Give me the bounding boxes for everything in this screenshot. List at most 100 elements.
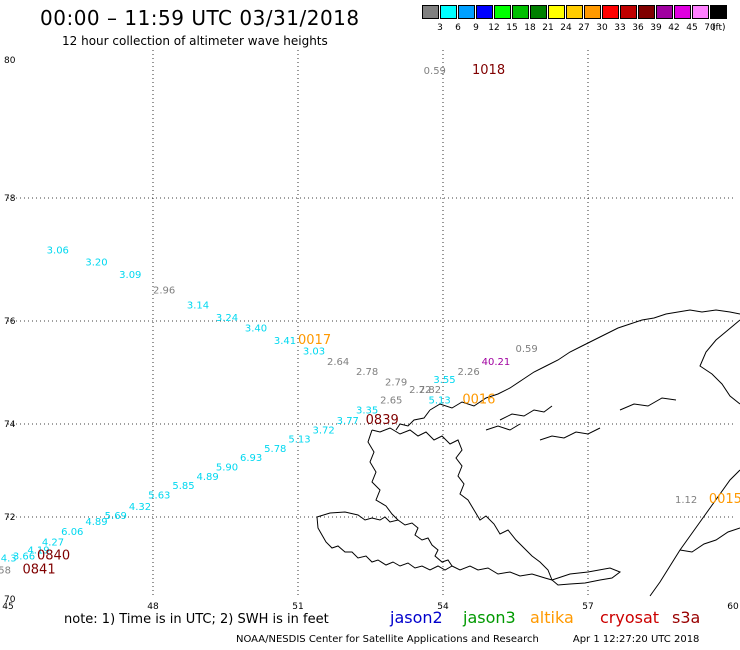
wave-height-label: 3.55 [433, 375, 455, 386]
footer-credit: NOAA/NESDIS Center for Satellite Applica… [236, 634, 699, 645]
scale-swatch [620, 5, 637, 19]
scale-swatch [440, 5, 457, 19]
scale-label: 27 [578, 23, 590, 33]
lon-tick-label: 60 [727, 602, 739, 612]
scale-swatch [566, 5, 583, 19]
wave-height-label: 2.79 [385, 377, 407, 388]
wave-height-label: 2.96 [153, 285, 175, 296]
wave-height-label: 5.78 [264, 444, 286, 455]
lon-tick-label: 51 [292, 602, 303, 612]
wave-height-label: 3.66 [13, 552, 35, 563]
scale-label: 39 [650, 23, 662, 33]
wave-height-label: 2.26 [458, 367, 480, 378]
scale-swatch [494, 5, 511, 19]
wave-height-label: 0.59 [424, 66, 446, 77]
wave-height-label: 4.19 [27, 545, 49, 556]
wave-height-label: 2.82 [419, 385, 441, 396]
map-title: 00:00 – 11:59 UTC 03/31/2018 [40, 6, 360, 30]
wave-height-label: 4.3 [1, 554, 17, 565]
scale-label: 45 [686, 23, 698, 33]
lon-tick-label: 54 [437, 602, 449, 612]
wave-height-label: 6.06 [61, 527, 83, 538]
wave-height-label: 3.35 [356, 406, 378, 417]
wave-height-label: 3.14 [187, 301, 209, 312]
scale-swatch [692, 5, 709, 19]
wave-height-label: 3.72 [313, 425, 335, 436]
wave-height-labels: 0.59 1018 3.06 3.20 3.09 2.96 3.14 3.24 3.40 3.41… [0, 63, 740, 578]
legend-jason3: jason3 [463, 608, 516, 627]
wave-height-color-scale: 3 6 9 12 15 18 21 24 27 30 33 36 39 42 45 70 (ft) [422, 5, 728, 37]
wave-height-label: 3.20 [85, 258, 107, 269]
scale-label: 15 [506, 23, 518, 33]
wave-height-label: 3.41 [274, 336, 296, 347]
scale-swatch [422, 5, 439, 19]
lat-tick-label: 72 [4, 513, 15, 523]
legend-s3a: s3a [672, 608, 701, 627]
scale-label: 33 [614, 23, 626, 33]
pass-time-label: 0839 [366, 413, 399, 428]
legend-cryosat: cryosat [600, 608, 660, 627]
scale-label: 70 [704, 23, 716, 33]
scale-swatch [638, 5, 655, 19]
scale-label: 24 [560, 23, 572, 33]
pass-time-label: 1018 [472, 63, 505, 78]
scale-label: 18 [524, 23, 536, 33]
legend-altika: altika [530, 608, 574, 627]
wave-height-label: 5.69 [105, 511, 127, 522]
wave-height-label: 2.65 [380, 395, 402, 406]
scale-label: 21 [542, 23, 554, 33]
lon-tick-label: 48 [147, 602, 159, 612]
wave-height-label: 2.78 [356, 367, 378, 378]
legend-jason2: jason2 [390, 608, 443, 627]
wave-height-label: 2.64 [327, 357, 349, 368]
wave-height-label: 6.93 [240, 453, 262, 464]
scale-label: 12 [488, 23, 500, 33]
pass-time-label: 0841 [23, 563, 56, 578]
wave-height-label: 3.24 [216, 313, 238, 324]
scale-swatch [476, 5, 493, 19]
wave-height-label: 4.89 [85, 517, 107, 528]
scale-label: 9 [473, 23, 479, 33]
scale-unit: (ft) [712, 23, 726, 33]
wave-height-label: 3.06 [47, 245, 69, 256]
wave-height-label: 3.03 [303, 346, 325, 357]
lat-tick-label: 70 [4, 595, 16, 605]
wave-height-label: 5.13 [429, 395, 451, 406]
coastline [316, 309, 740, 597]
scale-swatch [656, 5, 673, 19]
scale-swatch [458, 5, 475, 19]
scale-swatch [512, 5, 529, 19]
wave-height-label: 4.32 [129, 502, 151, 513]
generated-timestamp: Apr 1 12:27:20 UTC 2018 [572, 634, 700, 645]
credit-text: NOAA/NESDIS Center for Satellite Applica… [236, 634, 539, 645]
lon-tick-label: 57 [582, 602, 593, 612]
wave-height-label: 3.40 [245, 323, 267, 334]
wave-height-label: 4.89 [197, 472, 219, 483]
wave-height-label: 2.72 [409, 385, 431, 396]
scale-label: 42 [668, 23, 680, 33]
wave-height-label: 0.59 [516, 344, 538, 355]
lat-tick-label: 76 [4, 317, 16, 327]
scale-swatch [710, 5, 727, 19]
scale-swatch [548, 5, 565, 19]
wave-height-label: 4.27 [42, 537, 64, 548]
scale-label: 36 [632, 23, 644, 33]
pass-time-label: 0017 [298, 333, 331, 348]
wave-height-label: 5.90 [216, 463, 238, 474]
scale-swatch [674, 5, 691, 19]
scale-swatch [584, 5, 601, 19]
lat-lon-grid: 45 48 51 54 57 60 70 72 74 76 78 80 [2, 50, 739, 612]
wave-height-label: 1.12 [675, 495, 697, 506]
lat-tick-label: 78 [4, 194, 16, 204]
scale-label: 30 [596, 23, 608, 33]
pass-time-label: 0840 [37, 549, 70, 564]
units-note: note: 1) Time is in UTC; 2) SWH is in fe… [64, 612, 329, 627]
lon-tick-label: 45 [2, 602, 13, 612]
scale-swatch [530, 5, 547, 19]
scale-label: 6 [455, 23, 461, 33]
wave-height-label: 40.21 [482, 357, 511, 368]
wave-height-label: 3.09 [119, 270, 141, 281]
wave-height-label: 5.13 [288, 435, 310, 446]
pass-time-label: 0016 [462, 392, 495, 407]
